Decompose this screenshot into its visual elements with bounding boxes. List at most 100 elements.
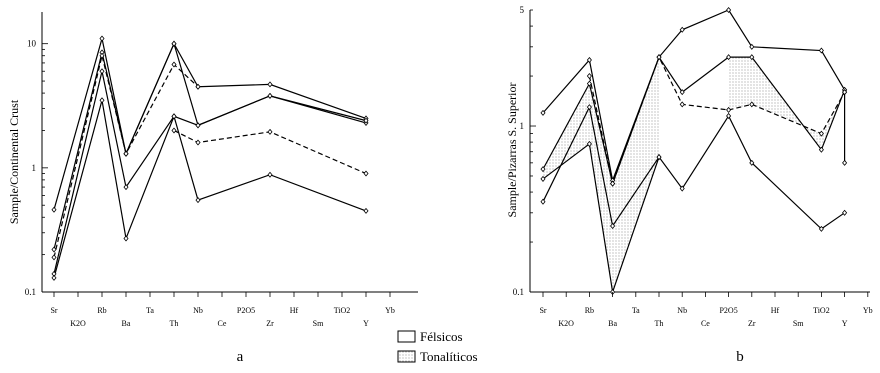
data-point	[818, 225, 824, 232]
y-tick-label: 5	[520, 5, 525, 15]
data-point	[540, 109, 546, 116]
data-point	[171, 40, 177, 47]
data-point	[267, 92, 273, 99]
data-point	[267, 171, 273, 178]
chart-b-y-ticks: 0.1 1 5	[513, 5, 536, 297]
data-point	[656, 54, 662, 61]
data-point	[540, 175, 546, 182]
data-point	[171, 61, 177, 68]
data-point	[51, 246, 57, 253]
x-category-label: Ba	[122, 319, 131, 328]
x-category-label: Th	[170, 319, 179, 328]
x-category-label: TiO2	[813, 306, 830, 315]
x-category-label: P2O5	[719, 306, 737, 315]
data-point	[123, 235, 129, 242]
data-point	[586, 56, 592, 63]
data-point	[51, 206, 57, 213]
data-point	[679, 101, 685, 108]
data-point	[171, 113, 177, 120]
data-point	[726, 6, 732, 14]
data-point	[195, 197, 201, 204]
chart-b-shaded-field	[543, 57, 845, 292]
data-point	[363, 170, 369, 177]
data-point	[749, 159, 755, 166]
x-category-label: Ce	[701, 319, 710, 328]
data-point	[610, 180, 616, 187]
x-category-label: Hf	[771, 306, 780, 315]
chart-b-axes	[529, 10, 870, 293]
data-point	[586, 80, 592, 87]
data-point	[267, 128, 273, 135]
legend: Félsicos Tonalíticos	[397, 329, 478, 364]
legend-label-felsicos: Félsicos	[420, 329, 463, 344]
x-category-label: Y	[842, 319, 848, 328]
data-point	[540, 166, 546, 173]
data-point	[195, 83, 201, 90]
data-point	[842, 159, 848, 166]
x-category-label: Th	[655, 319, 664, 328]
data-point	[842, 89, 848, 96]
data-point	[171, 127, 177, 134]
x-category-label: K2O	[70, 319, 86, 328]
x-category-label: Y	[363, 319, 369, 328]
data-point	[99, 68, 105, 75]
data-point	[726, 112, 732, 119]
chart-a-axes	[41, 12, 418, 293]
series-line-felsicos	[588, 55, 846, 186]
x-category-label: Zr	[748, 319, 756, 328]
x-category-label: Ba	[608, 319, 617, 328]
data-point	[656, 154, 662, 161]
legend-swatch-felsicos	[397, 330, 416, 343]
data-point	[99, 97, 105, 104]
data-point	[610, 222, 616, 229]
x-category-label: Ce	[218, 319, 227, 328]
data-point	[123, 150, 129, 157]
x-category-label: Rb	[585, 306, 594, 315]
x-category-label: Yb	[863, 306, 873, 315]
chart-b-x-categories: Sr K2O Rb Ba Ta Th Nb Ce P2O5 Zr Hf Sm TiO2 Y Yb	[539, 292, 873, 328]
y-tick-label: 0.1	[25, 287, 36, 297]
data-point	[818, 146, 824, 153]
data-point	[123, 184, 129, 191]
x-category-label: Nb	[677, 306, 687, 315]
data-point	[195, 122, 201, 129]
data-point	[586, 73, 592, 80]
data-point	[679, 185, 685, 192]
series-line-tonaliticos	[542, 142, 660, 293]
chart-b-panel-label: b	[736, 349, 744, 365]
data-point	[749, 101, 755, 108]
x-category-label: Ta	[146, 306, 154, 315]
data-point	[679, 26, 685, 33]
data-point	[195, 139, 201, 146]
data-point	[99, 52, 105, 59]
data-point	[99, 35, 105, 42]
chart-a-y-ticks: 0.1 1 10	[25, 39, 48, 297]
x-category-label: Nb	[193, 306, 203, 315]
chart-b-y-axis-label: Sample/Pizarras S. Superior	[505, 83, 519, 218]
y-tick-label: 1	[520, 121, 525, 131]
data-point	[267, 81, 273, 88]
data-point	[818, 130, 824, 137]
chart-panel-a: 0.1 1 10 Sr K2O Rb Ba Ta Th Nb Ce P2O5 Zr Hf Sm TiO2 Y Y…	[7, 12, 418, 365]
x-category-label: Hf	[290, 306, 299, 315]
x-category-label: Sm	[313, 319, 324, 328]
legend-label-tonaliticos: Tonalíticos	[420, 349, 478, 364]
data-point	[586, 104, 592, 111]
data-point	[51, 254, 57, 261]
y-tick-label: 10	[27, 39, 37, 49]
data-point	[726, 106, 732, 113]
chart-panel-b: 0.1 1 5 Sr K2O Rb Ba Ta Th Nb Ce P2O5 Zr Hf Sm TiO2 Y Yb…	[505, 5, 873, 365]
x-category-label: TiO2	[334, 306, 351, 315]
data-point	[540, 198, 546, 205]
x-category-label: Sr	[539, 306, 546, 315]
data-point	[679, 89, 685, 96]
x-category-label: Zr	[266, 319, 274, 328]
data-point	[749, 43, 755, 50]
x-category-label: Yb	[385, 306, 395, 315]
x-category-label: P2O5	[237, 306, 255, 315]
data-point	[363, 207, 369, 214]
data-point	[749, 54, 755, 61]
x-category-label: Ta	[632, 306, 640, 315]
